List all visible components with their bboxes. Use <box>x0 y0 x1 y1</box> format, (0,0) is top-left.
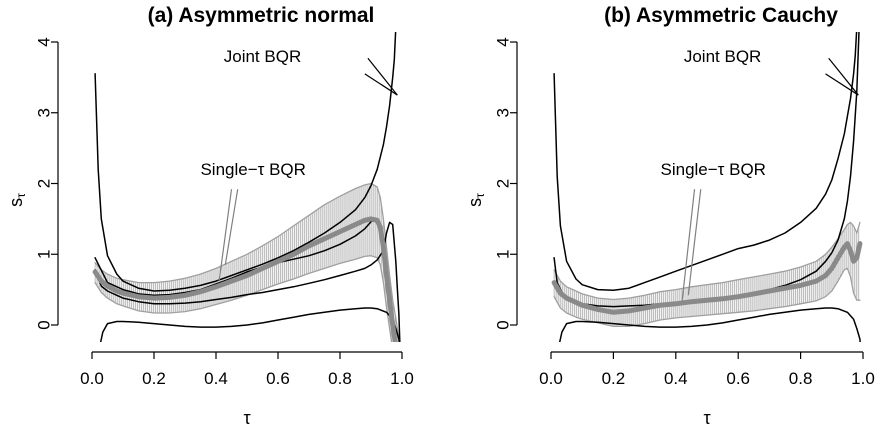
chart-title: (a) Asymmetric normal <box>148 4 375 27</box>
x-tick-label: 1.0 <box>851 369 875 388</box>
series-single-band-upper <box>553 221 861 301</box>
y-tick-label: 4 <box>35 37 54 46</box>
x-axis-label: τ <box>243 408 250 428</box>
x-axis-label: τ <box>703 408 710 428</box>
x-tick-label: 0.6 <box>726 369 750 388</box>
annotation-arrow <box>224 189 239 265</box>
series-joint-middle <box>94 218 378 297</box>
y-tick-label: 0 <box>494 320 513 329</box>
y-tick-label: 2 <box>35 179 54 188</box>
x-tick-label: 0.2 <box>602 369 626 388</box>
x-tick-label: 0.2 <box>142 369 166 388</box>
series-joint-upper <box>94 32 397 292</box>
annotation-arrow <box>218 189 233 282</box>
series-joint-bottom <box>558 307 861 342</box>
y-tick-label: 3 <box>35 108 54 117</box>
x-tick-label: 0.6 <box>266 369 290 388</box>
series-single-median <box>551 241 863 315</box>
y-tick-label: 2 <box>494 179 513 188</box>
y-tick-label: 3 <box>494 108 513 117</box>
y-axis-label-subscript: τ <box>473 193 487 198</box>
x-tick-label: 0.0 <box>80 369 104 388</box>
series-joint-lower <box>94 221 401 342</box>
y-axis-label-main: s <box>465 198 485 207</box>
annotation-label: Joint BQR <box>684 47 761 66</box>
y-tick-label: 0 <box>35 320 54 329</box>
annotation-arrow <box>687 189 702 296</box>
y-axis-label-main: s <box>6 198 26 207</box>
x-tick-label: 1.0 <box>390 369 414 388</box>
annotation-arrow <box>681 189 696 302</box>
y-tick-label: 4 <box>494 37 513 46</box>
annotation-label: Joint BQR <box>224 47 301 66</box>
annotation-arrow <box>828 57 859 96</box>
annotation-arrow <box>825 73 859 96</box>
x-tick-label: 0.4 <box>204 369 228 388</box>
series-single-band-upper <box>94 182 400 340</box>
annotation-arrow <box>367 57 398 96</box>
series-joint-upper <box>553 32 858 292</box>
x-tick-label: 0.8 <box>328 369 352 388</box>
annotation-arrow <box>364 73 398 96</box>
series-single-band-lower <box>94 255 393 342</box>
chart-title: (b) Asymmetric Cauchy <box>604 4 838 27</box>
series-single-median <box>92 216 398 342</box>
x-tick-label: 0.8 <box>789 369 813 388</box>
y-axis-label: sτ <box>465 193 487 207</box>
y-axis-label-subscript: τ <box>14 193 28 198</box>
plot-area <box>551 32 863 342</box>
series-joint-bottom <box>99 307 400 342</box>
y-tick-label: 1 <box>494 250 513 259</box>
annotation-label: Single−τ BQR <box>661 160 766 179</box>
y-tick-label: 1 <box>35 250 54 259</box>
annotation-label: Single−τ BQR <box>200 160 305 179</box>
y-axis-label: sτ <box>6 193 28 207</box>
plot-area <box>92 32 401 342</box>
x-tick-label: 0.0 <box>539 369 563 388</box>
x-tick-label: 0.4 <box>664 369 688 388</box>
